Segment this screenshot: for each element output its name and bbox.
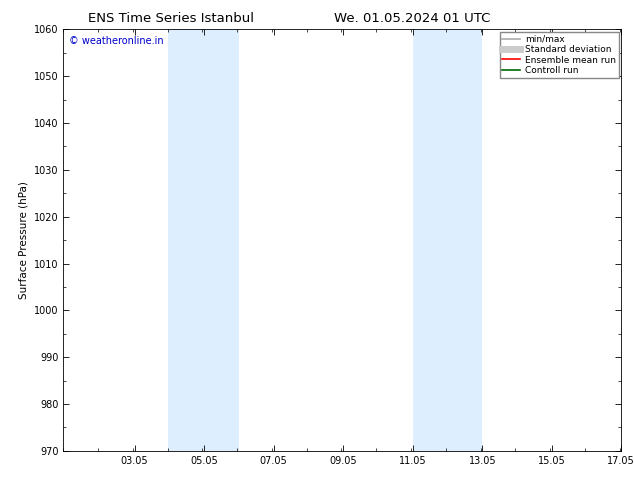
Y-axis label: Surface Pressure (hPa): Surface Pressure (hPa) [18,181,29,299]
Text: © weatheronline.in: © weatheronline.in [69,36,164,46]
Legend: min/max, Standard deviation, Ensemble mean run, Controll run: min/max, Standard deviation, Ensemble me… [500,32,619,77]
Text: We. 01.05.2024 01 UTC: We. 01.05.2024 01 UTC [334,12,490,25]
Bar [413,29,482,451]
Text: ENS Time Series Istanbul: ENS Time Series Istanbul [88,12,254,25]
Bar [167,29,239,451]
